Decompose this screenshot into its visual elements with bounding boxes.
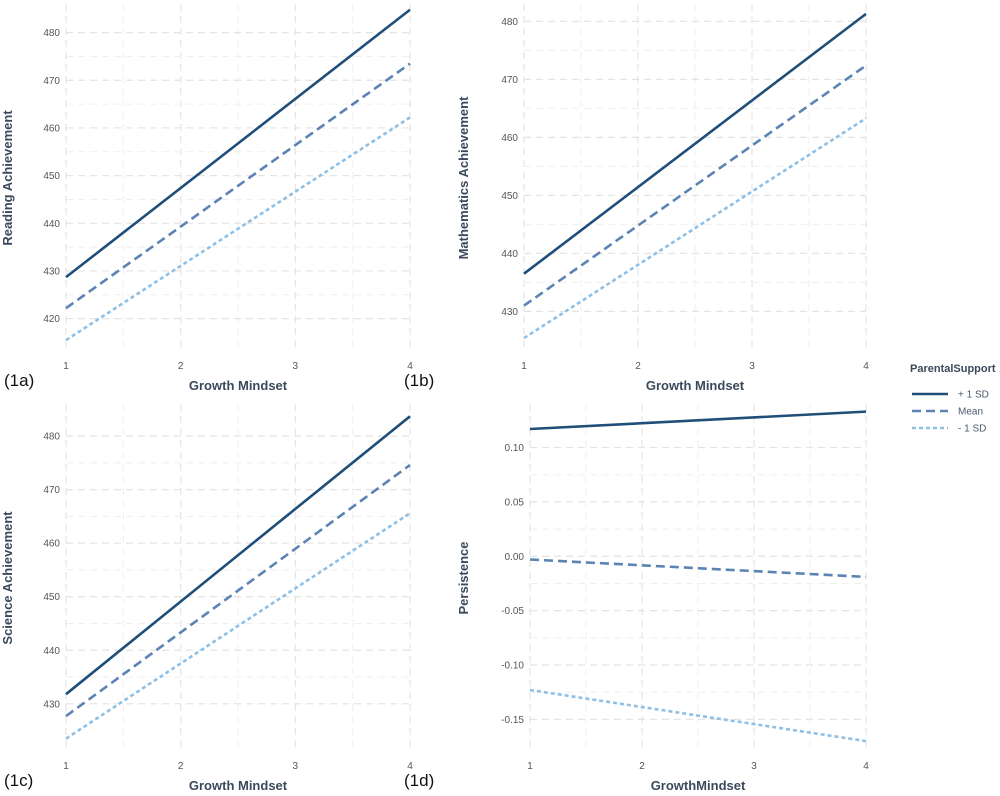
y-tick-label: 470 xyxy=(43,485,60,496)
y-tick-label: 460 xyxy=(501,133,518,144)
series-line xyxy=(65,463,411,718)
x-tick-label: 1 xyxy=(521,361,527,372)
y-tick-label: -0.10 xyxy=(501,661,524,672)
y-tick-label: 470 xyxy=(43,76,60,87)
legend-label: Mean xyxy=(958,407,983,418)
y-tick-label: 450 xyxy=(501,191,518,202)
y-tick-label: 0.10 xyxy=(505,443,525,454)
y-tick-label: 440 xyxy=(43,646,60,657)
x-tick-label: 3 xyxy=(749,361,755,372)
series-line xyxy=(65,116,411,342)
y-tick-label: 0.00 xyxy=(505,552,525,563)
panel-label: (1a) xyxy=(4,371,34,390)
y-tick-label: 460 xyxy=(43,539,60,550)
x-tick-label: 4 xyxy=(407,761,413,772)
gridlines xyxy=(529,404,867,752)
y-tick-label: 480 xyxy=(501,17,518,28)
legend-title: ParentalSupport xyxy=(910,363,996,375)
y-tick-label: 480 xyxy=(43,28,60,39)
x-tick-label: 4 xyxy=(407,361,413,372)
panel-label: (1b) xyxy=(404,371,434,390)
series-line xyxy=(529,558,867,579)
y-tick-label: 0.05 xyxy=(505,497,525,508)
x-tick-label: 1 xyxy=(63,761,69,772)
gridlines xyxy=(523,4,867,352)
y-tick-label: 470 xyxy=(501,75,518,86)
x-tick-label: 1 xyxy=(527,761,533,772)
series-line xyxy=(529,688,867,743)
x-tick-label: 4 xyxy=(863,761,869,772)
x-tick-label: 3 xyxy=(293,761,299,772)
y-axis-title: Science Achievement xyxy=(0,511,15,645)
x-axis-title: Growth Mindset xyxy=(646,378,745,393)
x-tick-label: 3 xyxy=(293,361,299,372)
legend-label: + 1 SD xyxy=(958,390,989,401)
x-tick-label: 2 xyxy=(635,361,641,372)
y-tick-label: 430 xyxy=(501,307,518,318)
y-tick-label: 480 xyxy=(43,432,60,443)
panel-2: 1 2 3 4 430 440 450 460 470 480 Growth Mindset Math… xyxy=(404,4,869,393)
legend-label: - 1 SD xyxy=(958,424,986,435)
y-tick-label: 440 xyxy=(501,249,518,260)
y-tick-label: 430 xyxy=(43,699,60,710)
series-line xyxy=(529,410,867,431)
panel-label: (1c) xyxy=(4,771,33,790)
x-axis-title: GrowthMindset xyxy=(651,778,746,793)
y-axis-title: Persistence xyxy=(456,542,471,615)
y-tick-label: -0.05 xyxy=(501,606,524,617)
y-axis-title: Reading Achievement xyxy=(0,110,15,246)
x-tick-label: 1 xyxy=(63,361,69,372)
y-tick-label: 450 xyxy=(43,592,60,603)
x-tick-label: 2 xyxy=(178,361,184,372)
series-line xyxy=(65,415,411,696)
series-line xyxy=(65,62,411,310)
series-line xyxy=(65,512,411,740)
y-axis-title: Mathematics Achievement xyxy=(456,96,471,259)
panel-4: 1 2 3 4 -0.15 -0.10 -0.05 0.00 0.05 0.10 GrowthMin… xyxy=(404,404,869,793)
x-tick-label: 3 xyxy=(751,761,757,772)
series-line xyxy=(523,117,867,340)
panel-1: 1 2 3 4 420 430 440 450 460 470 480 Growth Mindset R… xyxy=(0,4,413,393)
y-tick-label: 430 xyxy=(43,266,60,277)
y-tick-label: 450 xyxy=(43,171,60,182)
y-tick-label: 460 xyxy=(43,123,60,134)
series-line xyxy=(65,8,411,279)
series-line xyxy=(523,12,867,275)
panel-label: (1d) xyxy=(404,771,434,790)
y-tick-label: 440 xyxy=(43,219,60,230)
x-tick-label: 2 xyxy=(178,761,184,772)
x-tick-label: 4 xyxy=(863,361,869,372)
y-tick-label: -0.15 xyxy=(501,715,524,726)
panel-3: 1 2 3 4 430 440 450 460 470 480 Growth Mindset Scie… xyxy=(0,404,413,793)
gridlines xyxy=(65,4,411,352)
gridlines xyxy=(65,404,411,752)
y-tick-label: 420 xyxy=(43,314,60,325)
x-axis-title: Growth Mindset xyxy=(189,378,288,393)
x-tick-label: 2 xyxy=(639,761,645,772)
x-axis-title: Growth Mindset xyxy=(189,778,288,793)
legend: ParentalSupport + 1 SD Mean - 1 SD xyxy=(910,363,996,435)
